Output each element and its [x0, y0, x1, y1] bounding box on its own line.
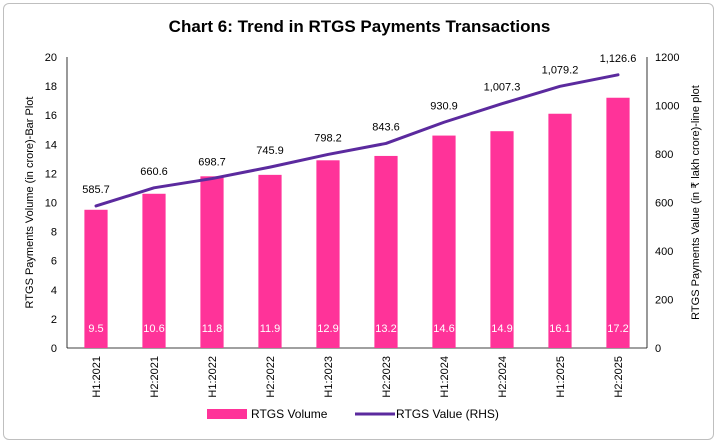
- y2-tick-label: 600: [655, 198, 673, 210]
- y-tick-label: 8: [51, 227, 57, 239]
- legend-swatch-volume: [207, 409, 247, 419]
- y2-tick-label: 0: [655, 343, 661, 355]
- bar: [548, 113, 572, 349]
- y2-tick-label: 1000: [655, 101, 679, 113]
- y2-tick-label: 400: [655, 246, 673, 258]
- bar-data-label: 13.2: [375, 323, 396, 335]
- chart-title: Chart 6: Trend in RTGS Payments Transact…: [169, 17, 551, 36]
- bar: [142, 193, 166, 348]
- x-tick-label: H2:2023: [381, 356, 393, 398]
- bar-data-label: 12.9: [317, 323, 338, 335]
- bar: [316, 160, 340, 348]
- y2-tick-label: 800: [655, 149, 673, 161]
- line-data-label: 660.6: [140, 166, 168, 178]
- y-tick-label: 14: [45, 139, 57, 151]
- bar-data-label: 9.5: [88, 323, 103, 335]
- bar-data-label: 16.1: [549, 323, 570, 335]
- line-data-label: 1,079.2: [542, 64, 579, 76]
- bar: [258, 174, 282, 348]
- x-tick-label: H1:2024: [439, 356, 451, 398]
- line-data-label: 585.7: [82, 184, 110, 196]
- x-tick-label: H1:2025: [555, 356, 567, 398]
- line-data-label: 745.9: [256, 145, 284, 157]
- bar: [490, 131, 514, 348]
- bar-data-label: 10.6: [143, 323, 164, 335]
- line-data-label: 1,007.3: [484, 82, 521, 94]
- bar-data-label: 17.2: [607, 323, 628, 335]
- x-tick-label: H2:2022: [265, 356, 277, 398]
- y-tick-label: 4: [51, 285, 57, 297]
- x-tick-label: H2:2024: [497, 356, 509, 398]
- x-tick-label: H1:2021: [91, 356, 103, 398]
- y2-tick-label: 1200: [655, 52, 679, 64]
- x-tick-label: H1:2023: [323, 356, 335, 398]
- bar: [84, 209, 108, 348]
- y2-tick-label: 200: [655, 295, 673, 307]
- bar: [432, 135, 456, 348]
- y-tick-label: 16: [45, 110, 57, 122]
- line-data-label: 698.7: [198, 157, 226, 169]
- y-tick-label: 10: [45, 198, 57, 210]
- bar-data-label: 14.9: [491, 323, 512, 335]
- y-tick-label: 20: [45, 52, 57, 64]
- bar-data-label: 11.9: [260, 323, 281, 335]
- bar: [200, 176, 224, 348]
- value-line: [94, 73, 620, 208]
- legend-label-volume: RTGS Volume: [251, 407, 328, 421]
- legend-label-value: RTGS Value (RHS): [396, 407, 499, 421]
- y-tick-label: 2: [51, 314, 57, 326]
- y-tick-label: 12: [45, 168, 57, 180]
- bar: [374, 155, 398, 348]
- line-data-label: 843.6: [372, 121, 400, 133]
- y-axis-title: RTGS Payments Volume (in crore)-Bar Plot: [24, 97, 36, 309]
- y-tick-label: 0: [51, 343, 57, 355]
- bar: [606, 97, 630, 349]
- bar-data-label: 14.6: [433, 323, 454, 335]
- line-data-label: 930.9: [430, 100, 458, 112]
- y-tick-label: 18: [45, 81, 57, 93]
- x-tick-label: H2:2025: [613, 356, 625, 398]
- line-data-label: 798.2: [314, 132, 342, 144]
- y2-axis-title: RTGS Payments Value (in ₹ lakh crore)-li…: [690, 85, 702, 320]
- chart-frame: [3, 3, 714, 440]
- bar-data-label: 11.8: [202, 323, 223, 335]
- y-tick-label: 6: [51, 256, 57, 268]
- x-tick-label: H2:2021: [149, 356, 161, 398]
- x-tick-label: H1:2022: [207, 356, 219, 398]
- line-data-label: 1,126.6: [600, 53, 637, 65]
